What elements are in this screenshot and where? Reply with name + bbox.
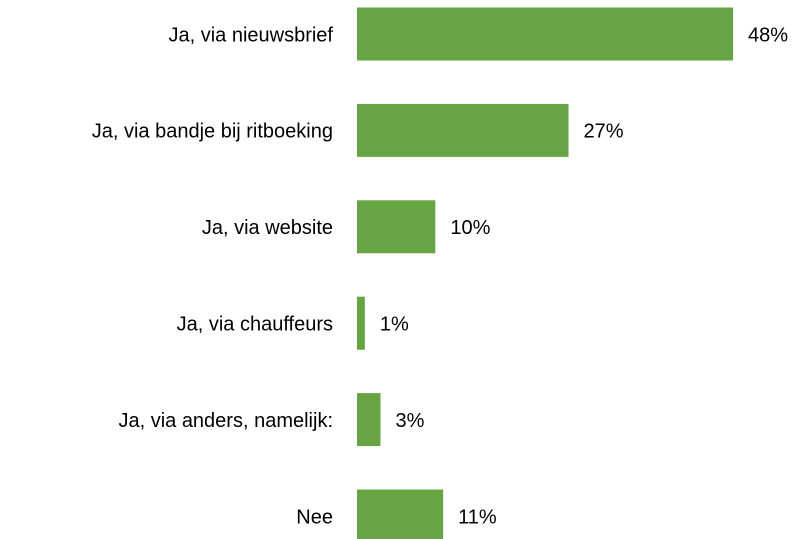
category-label: Nee (296, 506, 333, 528)
bar (357, 296, 365, 350)
category-label: Ja, via chauffeurs (177, 313, 333, 335)
value-label: 10% (450, 217, 490, 239)
category-label: Ja, via bandje bij ritboeking (92, 121, 333, 143)
bar (357, 7, 733, 61)
category-label: Ja, via website (202, 217, 333, 239)
category-label: Ja, via nieuwsbrief (168, 24, 333, 46)
bar (357, 489, 444, 539)
value-label: 1% (380, 313, 409, 335)
value-label: 11% (458, 506, 497, 528)
bar (357, 103, 569, 157)
category-label: Ja, via anders, namelijk: (118, 410, 333, 432)
bar (357, 393, 381, 447)
value-label: 27% (584, 121, 624, 143)
value-label: 48% (748, 24, 788, 46)
bar (357, 200, 436, 254)
value-label: 3% (396, 410, 425, 432)
